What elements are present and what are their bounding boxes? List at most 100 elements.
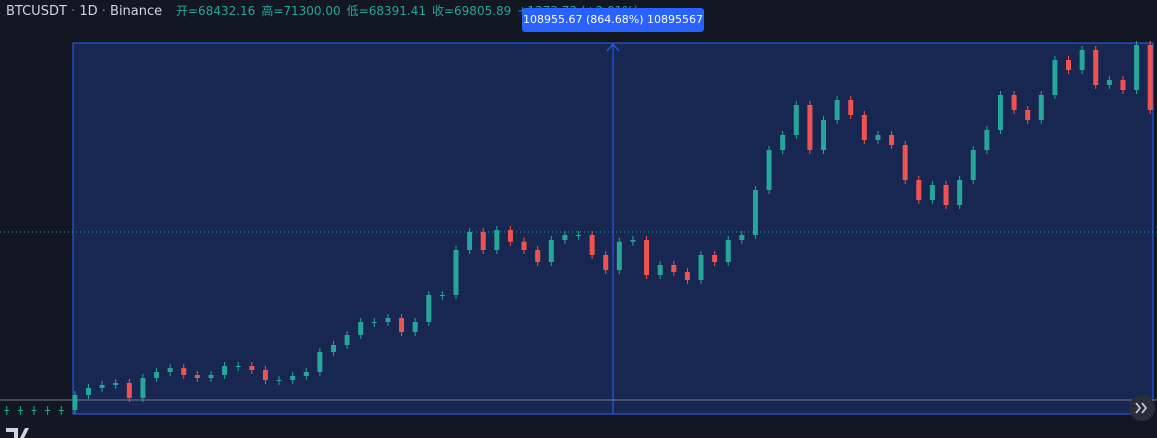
candle-body — [644, 240, 650, 275]
candle-body — [181, 368, 187, 375]
candle-body — [45, 410, 51, 411]
candle-body — [494, 230, 500, 250]
candle-body — [698, 254, 704, 280]
candle-body — [439, 294, 445, 296]
ohlc-value: 收=69805.89 — [432, 4, 511, 18]
ohlc-value: 高=71300.00 — [261, 3, 340, 18]
candle-body — [249, 366, 255, 370]
exchange: Binance — [110, 4, 162, 19]
ohlc-value: 低=68391.41 — [347, 4, 426, 18]
candle-body — [58, 410, 64, 411]
candle-body — [793, 104, 799, 135]
candle-body — [303, 372, 309, 376]
header: BTCUSDT · 1D · Binance — [6, 4, 162, 19]
candle-body — [684, 272, 690, 280]
candle-body — [589, 234, 595, 255]
candle-body — [344, 334, 350, 345]
candle-body — [875, 134, 881, 140]
candle-body — [330, 344, 336, 352]
candle-body — [848, 100, 854, 115]
separator: · — [71, 4, 75, 19]
candle-body — [99, 384, 105, 388]
candle-body — [194, 374, 200, 378]
candle-body — [984, 130, 990, 150]
candle-body — [1093, 50, 1099, 85]
ohlc-value: 开=68432.16 — [176, 4, 255, 18]
candle-body — [576, 234, 581, 236]
candle-body — [1025, 110, 1031, 120]
candle-body — [85, 388, 91, 395]
measure-label-box — [522, 8, 704, 32]
candle-body — [957, 180, 963, 205]
candle-body — [126, 382, 132, 398]
candle-body — [371, 322, 377, 323]
candle-body — [480, 232, 486, 250]
candles — [4, 40, 1153, 415]
scroll-icon — [1135, 402, 1148, 414]
candle-body — [412, 322, 418, 332]
candle-body — [426, 294, 432, 322]
candle-body — [4, 410, 10, 411]
candle-body — [548, 240, 554, 262]
candle-body — [821, 120, 827, 150]
candle-body — [739, 234, 745, 240]
candle-body — [725, 240, 731, 262]
candle-body — [616, 241, 622, 270]
candle-body — [630, 240, 636, 242]
candle-body — [603, 254, 609, 270]
candle-body — [1038, 94, 1044, 120]
measure-label: 108955.67 (864.68%) 10895567 — [523, 13, 703, 26]
separator: · — [102, 4, 106, 19]
arrow-head — [606, 43, 620, 52]
candle-body — [31, 410, 37, 411]
candle-body — [657, 264, 663, 275]
candle-body — [712, 254, 718, 262]
candle-body — [752, 190, 758, 235]
candle-body — [72, 394, 78, 410]
candle-body — [1079, 50, 1085, 70]
candle-body — [113, 382, 119, 385]
candle-body — [861, 114, 867, 140]
candle-body — [467, 232, 473, 250]
candle-body — [1147, 44, 1153, 110]
candle-body — [17, 410, 23, 411]
candle-body — [262, 370, 268, 380]
candle-body — [385, 318, 391, 322]
candle-body — [916, 180, 922, 200]
candle-body — [943, 184, 949, 205]
candle-body — [671, 264, 677, 272]
candle-body — [1134, 44, 1140, 90]
candle-body — [834, 100, 840, 120]
symbol: BTCUSDT — [6, 4, 67, 19]
candle-body — [1106, 80, 1112, 85]
candle-body — [902, 144, 908, 180]
candle-body — [453, 250, 459, 295]
candle-body — [1052, 60, 1058, 95]
candle-body — [276, 380, 282, 381]
candle-body — [929, 184, 935, 200]
candle-body — [140, 378, 146, 398]
candle-body — [399, 318, 405, 332]
candle-body — [807, 104, 813, 150]
scroll-button[interactable] — [1129, 395, 1155, 421]
candle-body — [1011, 94, 1017, 110]
candle-body — [889, 134, 895, 145]
candle-body — [970, 150, 976, 180]
interval: 1D — [79, 4, 97, 19]
candle-body — [766, 150, 772, 190]
candle-body — [290, 376, 296, 380]
candle-body — [235, 366, 241, 367]
candle-body — [507, 230, 513, 242]
candle-body — [562, 234, 568, 240]
candle-body — [208, 374, 214, 378]
candle-body — [358, 322, 364, 335]
candle-body — [317, 352, 323, 372]
candle-body — [1120, 80, 1126, 90]
candle-body — [1066, 60, 1072, 70]
candle-body — [535, 250, 541, 262]
candle-body — [997, 94, 1003, 130]
candle-body — [167, 368, 173, 372]
candle-body — [154, 372, 160, 378]
logo — [6, 428, 29, 438]
